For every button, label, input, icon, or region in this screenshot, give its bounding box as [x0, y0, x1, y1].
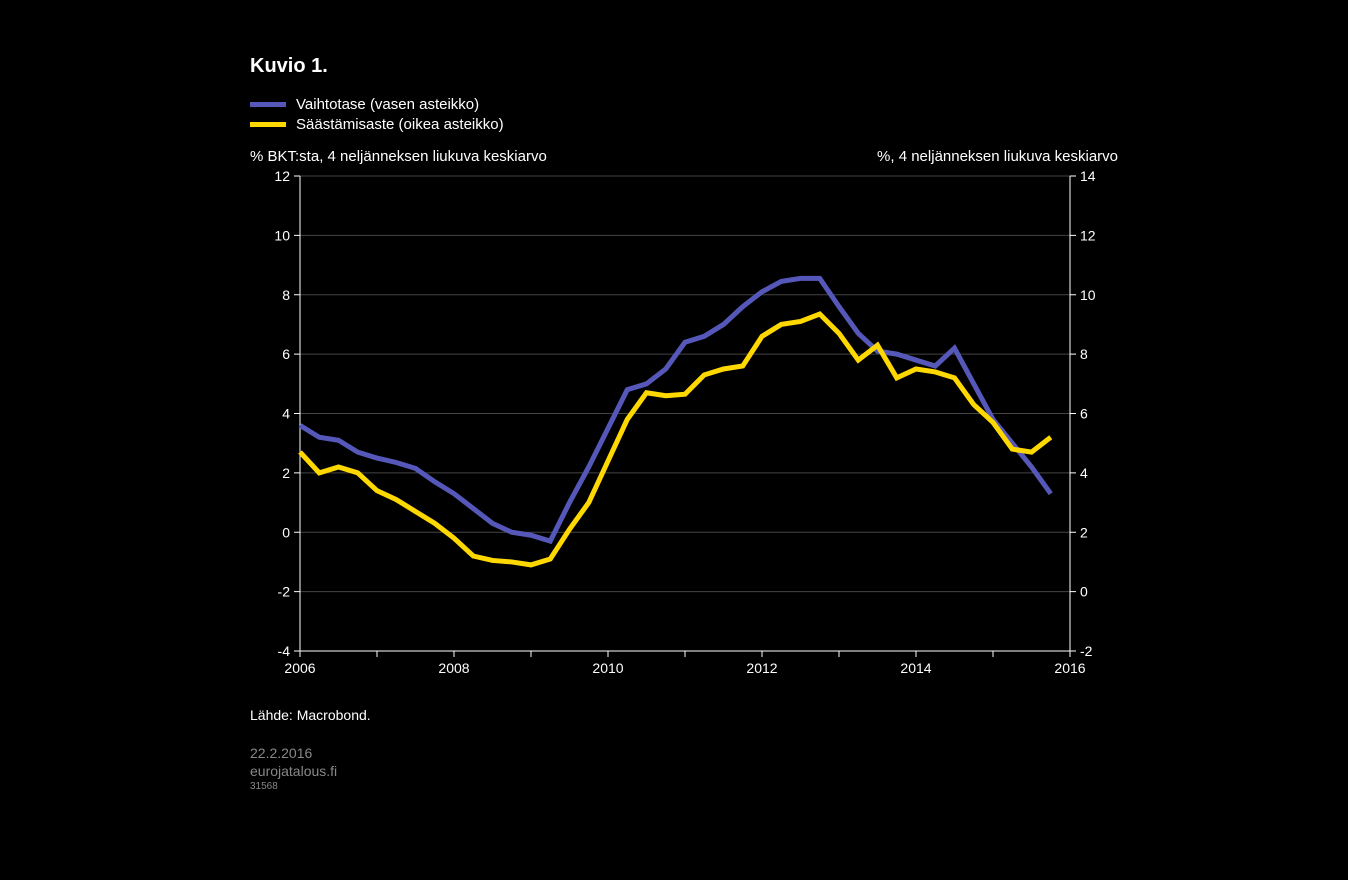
- svg-text:12: 12: [1080, 227, 1096, 243]
- source-row: Lähde: Macrobond.: [250, 707, 1130, 723]
- svg-text:10: 10: [1080, 287, 1096, 303]
- svg-text:% BKT:sta, 4 neljänneksen liuk: % BKT:sta, 4 neljänneksen liukuva keskia…: [250, 148, 547, 165]
- source-value: Macrobond.: [297, 707, 371, 723]
- svg-text:2010: 2010: [592, 660, 623, 676]
- svg-text:-4: -4: [278, 643, 291, 659]
- svg-text:0: 0: [1080, 584, 1088, 600]
- footer-date: 22.2.2016: [250, 745, 1130, 761]
- svg-text:%, 4 neljänneksen liukuva kesk: %, 4 neljänneksen liukuva keskiarvo: [877, 148, 1118, 165]
- svg-text:12: 12: [274, 168, 290, 184]
- svg-text:14: 14: [1080, 168, 1096, 184]
- svg-text:2: 2: [282, 465, 290, 481]
- svg-text:2012: 2012: [746, 660, 777, 676]
- svg-text:2016: 2016: [1054, 660, 1085, 676]
- svg-text:0: 0: [282, 524, 290, 540]
- legend-swatch-1: [250, 122, 286, 127]
- plot-area: % BKT:sta, 4 neljänneksen liukuva keskia…: [250, 141, 1120, 701]
- svg-text:4: 4: [282, 406, 290, 422]
- svg-text:8: 8: [282, 287, 290, 303]
- svg-text:6: 6: [1080, 406, 1088, 422]
- chart-title: Kuvio 1.: [250, 55, 1130, 78]
- legend-swatch-0: [250, 102, 286, 107]
- legend-item-1: Säästämisaste (oikea asteikko): [250, 116, 1130, 133]
- chart-container: Kuvio 1. Vaihtotase (vasen asteikko) Sää…: [250, 55, 1130, 755]
- svg-text:8: 8: [1080, 346, 1088, 362]
- legend-item-0: Vaihtotase (vasen asteikko): [250, 96, 1130, 113]
- svg-text:6: 6: [282, 346, 290, 362]
- legend-label-1: Säästämisaste (oikea asteikko): [296, 116, 504, 133]
- source-label: Lähde:: [250, 707, 293, 723]
- svg-text:2008: 2008: [438, 660, 469, 676]
- svg-text:4: 4: [1080, 465, 1088, 481]
- svg-text:-2: -2: [1080, 643, 1093, 659]
- footer-site: eurojatalous.fi: [250, 763, 1130, 779]
- svg-text:-2: -2: [278, 584, 291, 600]
- chart-svg: % BKT:sta, 4 neljänneksen liukuva keskia…: [250, 141, 1120, 701]
- legend-label-0: Vaihtotase (vasen asteikko): [296, 96, 479, 113]
- legend: Vaihtotase (vasen asteikko) Säästämisast…: [250, 96, 1130, 133]
- footer-id: 31568: [250, 781, 1130, 792]
- svg-text:2014: 2014: [900, 660, 931, 676]
- svg-text:2: 2: [1080, 524, 1088, 540]
- svg-text:10: 10: [274, 227, 290, 243]
- svg-text:2006: 2006: [284, 660, 315, 676]
